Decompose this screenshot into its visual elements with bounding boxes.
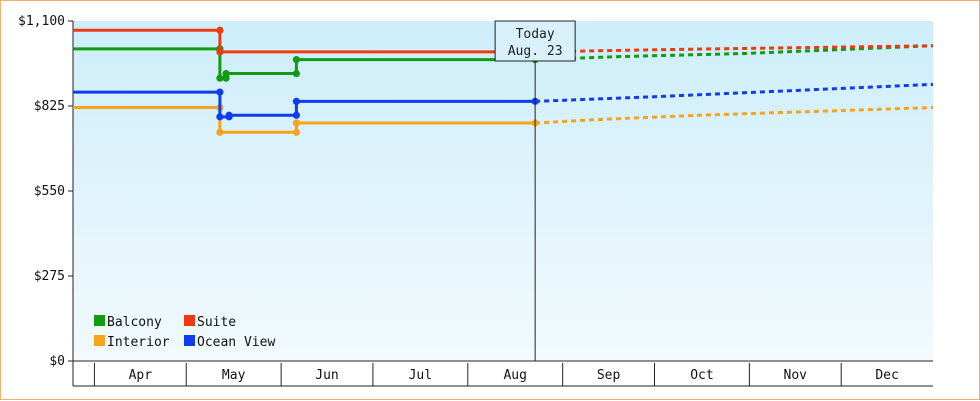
data-point (292, 111, 301, 119)
legend-label: Balcony (107, 315, 162, 330)
series-ocean-view (73, 82, 934, 121)
forecast-line (535, 106, 934, 125)
plot-area (73, 21, 933, 361)
month-label: May (222, 368, 246, 383)
series-line (73, 106, 536, 134)
data-point (216, 48, 224, 56)
y-tick-label: $1,100 (18, 14, 65, 29)
data-point (216, 113, 224, 121)
legend-swatch (94, 315, 105, 326)
legend-label: Suite (197, 315, 236, 330)
y-tick-label: $275 (34, 269, 65, 284)
today-date: Aug. 23 (508, 44, 563, 59)
legend-label: Ocean View (197, 335, 275, 350)
data-point (216, 74, 224, 82)
month-label: Oct (690, 368, 713, 383)
month-label: Jul (409, 368, 432, 383)
month-label: Sep (597, 368, 621, 383)
data-point (292, 69, 301, 78)
y-tick-label: $0 (49, 354, 65, 369)
data-point (225, 111, 233, 119)
today-label: Today (516, 27, 555, 42)
data-point (292, 119, 301, 127)
data-point (222, 69, 230, 78)
series-line (73, 28, 536, 54)
legend-swatch (94, 335, 105, 346)
legend-swatch (184, 315, 195, 326)
data-point (292, 128, 301, 136)
y-tick-label: $825 (34, 99, 65, 114)
data-point (216, 128, 224, 136)
y-tick-label: $550 (34, 184, 65, 199)
data-point (216, 26, 224, 34)
data-point (292, 97, 301, 105)
month-label: Dec (875, 368, 898, 383)
month-label: Jun (315, 368, 338, 383)
legend-swatch (184, 335, 195, 346)
today-box (494, 20, 576, 62)
month-label: Aug (503, 368, 526, 383)
data-point (292, 56, 301, 64)
month-label: Nov (784, 368, 808, 383)
forecast-line (535, 44, 934, 62)
legend-label: Interior (107, 335, 170, 350)
forecast-line (535, 82, 934, 103)
data-point (216, 88, 224, 96)
month-label: Apr (129, 368, 153, 383)
